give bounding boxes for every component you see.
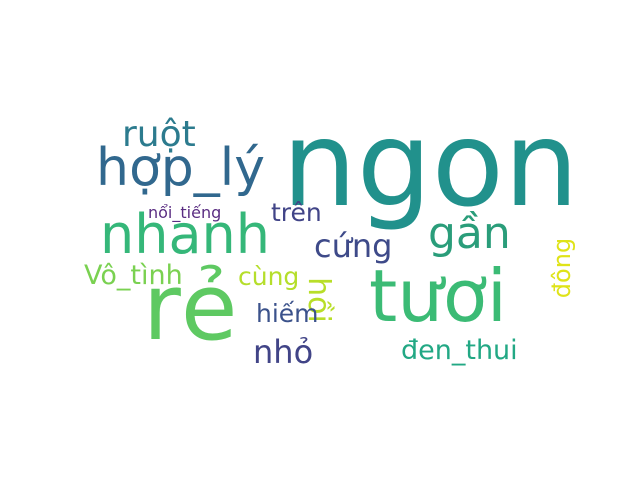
word-gan: gần — [428, 208, 511, 259]
word-cung-2: cùng — [238, 262, 300, 291]
word-hiem: hiếm — [256, 299, 319, 328]
word-ruot: ruột — [122, 114, 196, 155]
word-vo-tinh: Vô_tình — [84, 260, 183, 291]
word-hop-ly: hợp_lý — [96, 138, 265, 198]
word-tren: trên — [271, 198, 322, 227]
word-re: rẻ — [143, 254, 238, 361]
word-nhanh: nhanh — [100, 203, 270, 266]
word-nho: nhỏ — [253, 333, 314, 371]
word-ngon: ngon — [282, 95, 579, 233]
word-cung-1: cứng — [314, 227, 393, 265]
word-tuoi: tươi — [369, 254, 507, 338]
word-den-thui: đen_thui — [401, 335, 518, 366]
word-dong-vertical: đông — [548, 237, 576, 299]
word-noi-tieng: nổi_tiếng — [148, 203, 222, 222]
